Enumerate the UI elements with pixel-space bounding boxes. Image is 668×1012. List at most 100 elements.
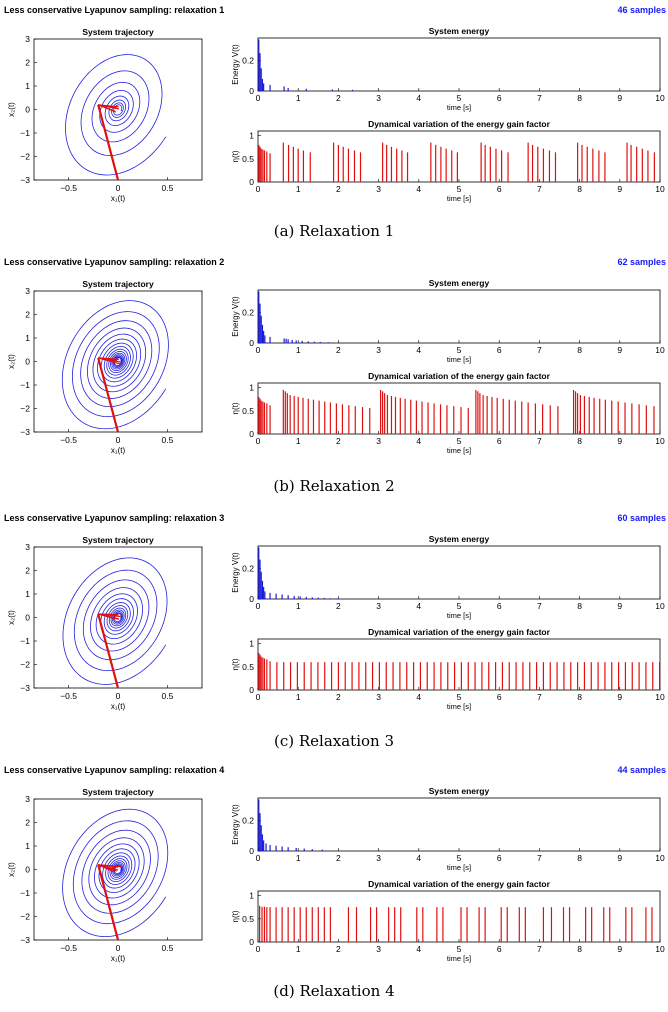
x-tick-label: 0 [116, 435, 121, 445]
x-tick-label: 6 [497, 692, 502, 702]
x-tick-label: 9 [617, 345, 622, 355]
x-tick-label: 4 [416, 601, 421, 611]
y-axis-label: Energy V(t) [231, 296, 240, 337]
y-tick-label: 3 [25, 542, 30, 552]
x-tick-label: 3 [376, 853, 381, 863]
y-tick-label: 0.2 [242, 816, 254, 826]
y-tick-label: −2 [20, 152, 30, 162]
x-tick-label: 3 [376, 601, 381, 611]
trajectory-plot-title: System trajectory [82, 535, 154, 545]
y-tick-label: 2 [25, 566, 30, 576]
x-tick-label: −0.5 [60, 435, 77, 445]
y-tick-label: 1 [249, 131, 254, 141]
x-tick-label: −0.5 [60, 183, 77, 193]
x-tick-label: 3 [376, 184, 381, 194]
y-tick-label: 0.2 [242, 308, 254, 318]
x-tick-label: 5 [457, 853, 462, 863]
x-tick-label: 0 [116, 183, 121, 193]
subfigure-caption: (b) Relaxation 2 [0, 477, 668, 495]
energy-plot-title: System energy [429, 786, 490, 796]
y-tick-label: 0 [249, 338, 254, 348]
y-tick-label: −1 [20, 128, 30, 138]
x-tick-label: 0.5 [161, 183, 173, 193]
x-tick-label: 8 [577, 184, 582, 194]
y-tick-label: −2 [20, 912, 30, 922]
x-tick-label: 5 [457, 436, 462, 446]
x-tick-label: 3 [376, 436, 381, 446]
y-tick-label: 3 [25, 34, 30, 44]
y-tick-label: −3 [20, 683, 30, 693]
x-tick-label: 8 [577, 853, 582, 863]
x-tick-label: 7 [537, 853, 542, 863]
y-tick-label: 0 [249, 937, 254, 947]
x-tick-label: 2 [336, 184, 341, 194]
x-tick-label: 1 [296, 692, 301, 702]
x-tick-label: 10 [655, 345, 665, 355]
x-tick-label: 6 [497, 436, 502, 446]
y-tick-label: 1 [25, 589, 30, 599]
x-axis-label: x₁(t) [111, 194, 126, 203]
x-tick-label: 0 [256, 944, 261, 954]
x-tick-label: −0.5 [60, 943, 77, 953]
x-tick-label: 5 [457, 345, 462, 355]
x-tick-label: 1 [296, 93, 301, 103]
y-axis-label: x₂(t) [7, 862, 16, 877]
y-tick-label: 0 [25, 357, 30, 367]
y-tick-label: 2 [25, 58, 30, 68]
x-tick-label: 10 [655, 184, 665, 194]
y-tick-label: 3 [25, 286, 30, 296]
y-tick-label: 0.5 [242, 406, 254, 416]
eta-plot-title: Dynamical variation of the energy gain f… [368, 371, 551, 381]
x-tick-label: 0 [116, 943, 121, 953]
x-tick-label: −0.5 [60, 691, 77, 701]
x-tick-label: 2 [336, 944, 341, 954]
x-tick-label: 1 [296, 853, 301, 863]
x-tick-label: 5 [457, 944, 462, 954]
x-tick-label: 4 [416, 93, 421, 103]
x-tick-label: 0 [256, 692, 261, 702]
x-tick-label: 2 [336, 345, 341, 355]
panel-a-plots: System trajectory−3−2−10123−0.5 0 0.5x₁(t)… [0, 0, 668, 252]
x-tick-label: 1 [296, 436, 301, 446]
x-tick-label: 1 [296, 345, 301, 355]
energy-plot-frame [258, 290, 660, 343]
y-axis-label: η(t) [231, 150, 240, 162]
x-tick-label: 0.5 [161, 435, 173, 445]
eta-plot-frame [258, 131, 660, 182]
energy-plot-title: System energy [429, 278, 490, 288]
x-tick-label: 7 [537, 184, 542, 194]
trajectory-plot-title: System trajectory [82, 27, 154, 37]
x-axis-label: x₁(t) [111, 954, 126, 963]
x-tick-label: 4 [416, 345, 421, 355]
y-tick-label: 0.5 [242, 914, 254, 924]
y-tick-label: 1 [249, 383, 254, 393]
y-tick-label: −2 [20, 404, 30, 414]
y-axis-label: Energy V(t) [231, 804, 240, 845]
y-tick-label: 2 [25, 310, 30, 320]
trajectory-plot-title: System trajectory [82, 279, 154, 289]
panel-c-plots: System trajectory−3−2−10123−0.5 0 0.5x₁(t)… [0, 508, 668, 760]
x-tick-label: 0 [256, 601, 261, 611]
x-axis-label: x₁(t) [111, 446, 126, 455]
x-tick-label: 10 [655, 944, 665, 954]
x-tick-label: 5 [457, 601, 462, 611]
x-tick-label: 5 [457, 93, 462, 103]
y-tick-label: 0 [249, 177, 254, 187]
x-tick-label: 5 [457, 692, 462, 702]
y-tick-label: 0 [25, 105, 30, 115]
x-tick-label: 4 [416, 184, 421, 194]
x-tick-label: 7 [537, 692, 542, 702]
y-axis-label: x₂(t) [7, 354, 16, 369]
subfigure-caption: (a) Relaxation 1 [0, 222, 668, 240]
y-tick-label: 1 [249, 891, 254, 901]
panel-b-plots: System trajectory −3 −2 −1 0 1 2 3 −0.5 0 0.5 x₁(t)… [0, 252, 668, 504]
eta-plot-title: Dynamical variation of the energy gain f… [368, 627, 551, 637]
y-axis-label: Energy V(t) [231, 552, 240, 593]
trajectory-plot-frame [34, 39, 202, 180]
trajectory-plot-frame [34, 547, 202, 688]
y-tick-label: −1 [20, 636, 30, 646]
x-tick-label: 4 [416, 853, 421, 863]
y-tick-label: 3 [25, 794, 30, 804]
x-tick-label: 2 [336, 853, 341, 863]
